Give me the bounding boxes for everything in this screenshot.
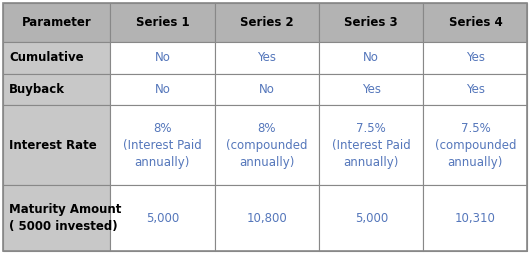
Text: 5,000: 5,000 [355, 212, 388, 225]
Bar [3, 3, 110, 42]
Bar [110, 105, 215, 185]
Text: Series 4: Series 4 [448, 16, 502, 29]
Text: No: No [154, 52, 170, 65]
Text: Parameter: Parameter [22, 16, 91, 29]
Text: 8%
(Interest Paid
annually): 8% (Interest Paid annually) [123, 122, 202, 169]
Bar [319, 105, 423, 185]
Bar [3, 42, 110, 74]
Bar [215, 74, 319, 105]
Text: Yes: Yes [362, 83, 381, 96]
Bar [423, 74, 527, 105]
Bar [215, 42, 319, 74]
Bar [215, 3, 319, 42]
Text: No: No [154, 83, 170, 96]
Text: Yes: Yes [466, 52, 485, 65]
Bar [110, 3, 215, 42]
Text: Cumulative: Cumulative [9, 52, 84, 65]
Bar [319, 74, 423, 105]
Bar [215, 105, 319, 185]
Text: No: No [363, 52, 379, 65]
Text: 7.5%
(Interest Paid
annually): 7.5% (Interest Paid annually) [332, 122, 411, 169]
Text: No: No [259, 83, 275, 96]
Text: Maturity Amount
( 5000 invested): Maturity Amount ( 5000 invested) [9, 203, 121, 233]
Bar [3, 185, 110, 251]
Bar [319, 185, 423, 251]
Bar [110, 74, 215, 105]
Bar [423, 105, 527, 185]
Text: Series 3: Series 3 [344, 16, 398, 29]
Text: Buyback: Buyback [9, 83, 65, 96]
Text: 7.5%
(compounded
annually): 7.5% (compounded annually) [435, 122, 516, 169]
Text: 10,800: 10,800 [246, 212, 287, 225]
Bar [423, 185, 527, 251]
Text: Series 2: Series 2 [240, 16, 294, 29]
Bar [3, 74, 110, 105]
Text: Series 1: Series 1 [136, 16, 189, 29]
Bar [319, 42, 423, 74]
Bar [319, 3, 423, 42]
Bar [423, 42, 527, 74]
Text: 8%
(compounded
annually): 8% (compounded annually) [226, 122, 307, 169]
Bar [110, 185, 215, 251]
Bar [423, 3, 527, 42]
Bar [3, 105, 110, 185]
Text: Yes: Yes [258, 52, 276, 65]
Text: Interest Rate: Interest Rate [9, 139, 97, 152]
Bar [215, 185, 319, 251]
Text: 10,310: 10,310 [455, 212, 496, 225]
Text: Yes: Yes [466, 83, 485, 96]
Bar [110, 42, 215, 74]
Text: 5,000: 5,000 [146, 212, 179, 225]
